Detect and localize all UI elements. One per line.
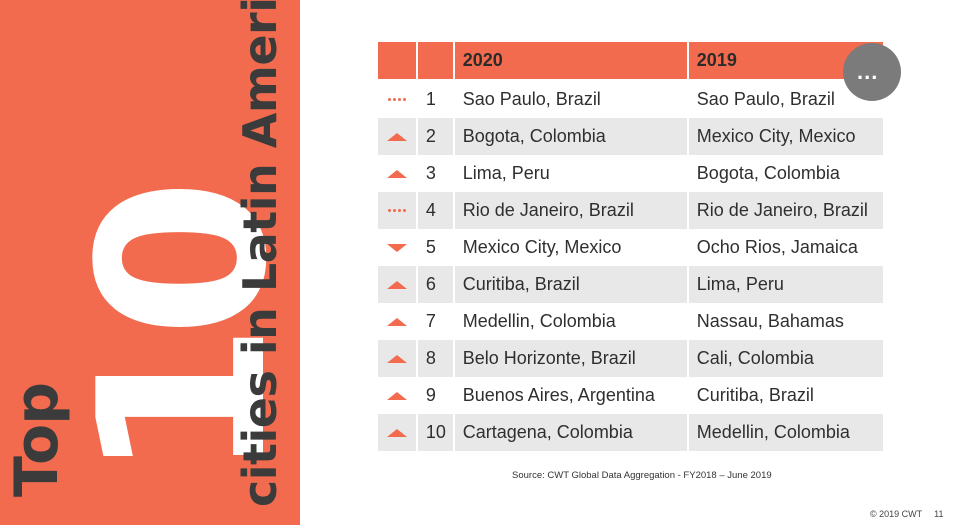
rank-cell: 2 xyxy=(417,118,453,155)
table-row: 7 Medellin, Colombia Nassau, Bahamas xyxy=(378,303,884,340)
rank-cell: 9 xyxy=(417,377,453,414)
table-row: 6 Curitiba, Brazil Lima, Peru xyxy=(378,266,884,303)
trend-up-icon xyxy=(386,317,407,326)
city-2019-cell: Rio de Janeiro, Brazil xyxy=(688,192,884,229)
trend-up-icon xyxy=(386,280,407,289)
source-note: Source: CWT Global Data Aggregation - FY… xyxy=(512,470,772,481)
table-row: 4 Rio de Janeiro, Brazil Rio de Janeiro, B… xyxy=(378,192,884,229)
table-row: 5 Mexico City, Mexico Ocho Rios, Jamaica xyxy=(378,229,884,266)
page-number: 11 xyxy=(934,509,944,519)
city-2020-cell: Mexico City, Mexico xyxy=(454,229,687,266)
table-row: 3 Lima, Peru Bogota, Colombia xyxy=(378,155,884,192)
rank-cell: 8 xyxy=(417,340,453,377)
title-panel: Top 10 cities in Latin America xyxy=(0,0,300,525)
trend-same-icon xyxy=(387,98,406,101)
trend-cell xyxy=(378,340,416,377)
city-2019-cell: Medellin, Colombia xyxy=(688,414,884,451)
rank-cell: 1 xyxy=(417,81,453,118)
trend-cell xyxy=(378,303,416,340)
city-2019-cell: Bogota, Colombia xyxy=(688,155,884,192)
trend-cell xyxy=(378,229,416,266)
rank-cell: 6 xyxy=(417,266,453,303)
header-icon-cell xyxy=(378,42,416,79)
city-2019-cell: Mexico City, Mexico xyxy=(688,118,884,155)
city-2020-cell: Medellin, Colombia xyxy=(454,303,687,340)
more-options-button[interactable]: ... xyxy=(843,43,901,101)
trend-down-icon xyxy=(386,243,407,252)
city-2020-cell: Sao Paulo, Brazil xyxy=(454,81,687,118)
city-2019-cell: Lima, Peru xyxy=(688,266,884,303)
trend-same-icon xyxy=(387,209,406,212)
trend-cell xyxy=(378,155,416,192)
trend-cell xyxy=(378,81,416,118)
header-year-2020: 2020 xyxy=(454,42,687,79)
city-2019-cell: Ocho Rios, Jamaica xyxy=(688,229,884,266)
table-row: 2 Bogota, Colombia Mexico City, Mexico xyxy=(378,118,884,155)
city-2020-cell: Lima, Peru xyxy=(454,155,687,192)
trend-up-icon xyxy=(386,428,407,437)
rank-cell: 5 xyxy=(417,229,453,266)
rank-cell: 4 xyxy=(417,192,453,229)
footer: © 2019 CWT 11 xyxy=(870,509,944,519)
copyright-text: © 2019 CWT xyxy=(870,509,923,519)
city-2019-cell: Cali, Colombia xyxy=(688,340,884,377)
table-header-row: 2020 2019 xyxy=(378,42,884,79)
rank-cell: 10 xyxy=(417,414,453,451)
trend-up-icon xyxy=(386,391,407,400)
trend-cell xyxy=(378,377,416,414)
table-row: 10 Cartagena, Colombia Medellin, Colombia xyxy=(378,414,884,451)
table-row: 9 Buenos Aires, Argentina Curitiba, Brazil xyxy=(378,377,884,414)
city-2020-cell: Rio de Janeiro, Brazil xyxy=(454,192,687,229)
city-2019-cell: Nassau, Bahamas xyxy=(688,303,884,340)
table-row: 8 Belo Horizonte, Brazil Cali, Colombia xyxy=(378,340,884,377)
trend-cell xyxy=(378,414,416,451)
trend-up-icon xyxy=(386,169,407,178)
rankings-table: 2020 2019 1 Sao Paulo, Brazil Sao Paulo, B… xyxy=(378,42,884,451)
trend-cell xyxy=(378,192,416,229)
rank-cell: 7 xyxy=(417,303,453,340)
rank-cell: 3 xyxy=(417,155,453,192)
city-2020-cell: Curitiba, Brazil xyxy=(454,266,687,303)
header-rank-cell xyxy=(417,42,453,79)
city-2020-cell: Cartagena, Colombia xyxy=(454,414,687,451)
trend-cell xyxy=(378,266,416,303)
city-2019-cell: Curitiba, Brazil xyxy=(688,377,884,414)
city-2020-cell: Buenos Aires, Argentina xyxy=(454,377,687,414)
trend-up-icon xyxy=(386,354,407,363)
table-row: 1 Sao Paulo, Brazil Sao Paulo, Brazil xyxy=(378,81,884,118)
title-subtitle: cities in Latin America xyxy=(233,0,287,507)
city-2019-cell: Sao Paulo, Brazil xyxy=(688,81,884,118)
trend-cell xyxy=(378,118,416,155)
city-2020-cell: Bogota, Colombia xyxy=(454,118,687,155)
city-2020-cell: Belo Horizonte, Brazil xyxy=(454,340,687,377)
trend-up-icon xyxy=(386,132,407,141)
